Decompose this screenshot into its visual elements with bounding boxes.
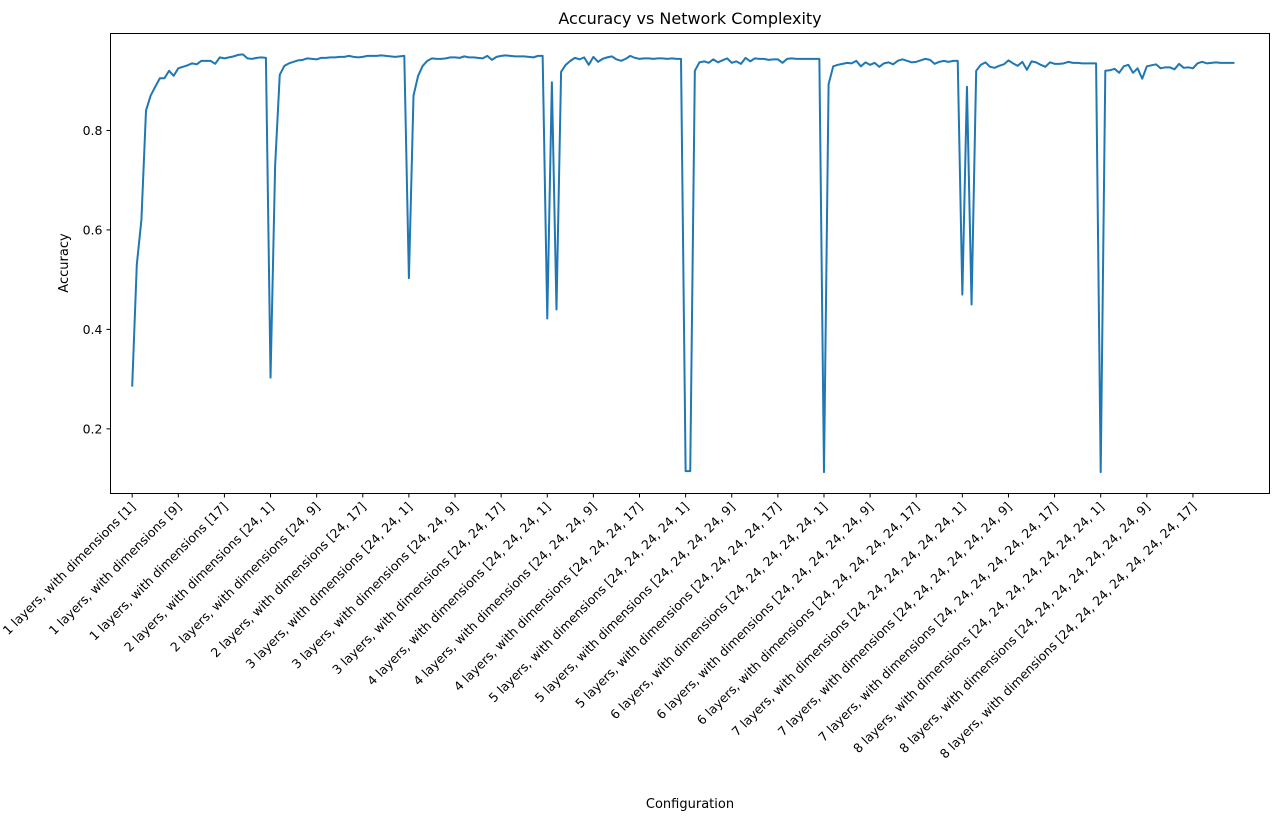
y-axis-label: Accuracy: [57, 233, 72, 293]
x-tick-label: 6 layers, with dimensions [24, 24, 24, 2…: [653, 499, 876, 722]
y-tick-label: 0.2: [83, 421, 103, 436]
x-axis: 1 layers, with dimensions [1]1 layers, w…: [0, 493, 1199, 761]
series-layer: [131, 53, 1235, 474]
y-axis: 0.2 0.4 0.6 0.8: [83, 123, 111, 436]
x-axis-label: Configuration: [646, 797, 734, 812]
accuracy-series-line: [131, 53, 1235, 474]
chart-title: Accuracy vs Network Complexity: [558, 9, 821, 28]
y-tick-label: 0.4: [83, 322, 103, 337]
x-tick-label: 6 layers, with dimensions [24, 24, 24, 2…: [607, 499, 830, 722]
x-tick-label: 3 layers, with dimensions [24, 24, 9]: [289, 499, 461, 671]
axes-frame: [110, 33, 1270, 494]
plot-area: 0.2 0.4 0.6 0.8 1 layers, with dimensions […: [0, 33, 1270, 761]
y-tick-label: 0.8: [83, 123, 103, 138]
x-tick-label: 3 layers, with dimensions [24, 24, 17]: [329, 499, 507, 677]
x-tick-label: 6 layers, with dimensions [24, 24, 24, 2…: [694, 499, 923, 728]
y-tick-label: 0.6: [83, 222, 103, 237]
x-tick-label: 3 layers, with dimensions [24, 24, 1]: [243, 499, 415, 671]
